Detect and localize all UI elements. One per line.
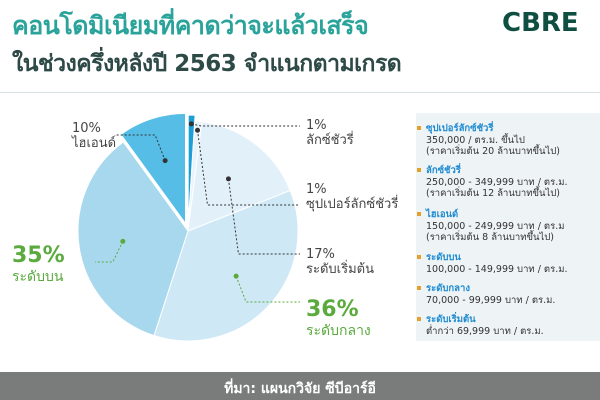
- grade-price: 100,000 - 149,999 บาท / ตร.ม.: [426, 263, 568, 275]
- name-upper: ระดับบน: [12, 269, 64, 285]
- source-text: ที่มา: แผนกวิจัย ซีบีอาร์อี: [224, 381, 376, 397]
- leader-dot-super-luxury: [195, 127, 201, 133]
- bullet-icon: [417, 212, 421, 216]
- name-super-luxury: ซุปเปอร์ลักซ์ชัวรี่: [306, 197, 399, 212]
- name-high-end: ไฮเอนด์: [72, 136, 117, 151]
- pct-high-end: 10%: [72, 121, 101, 136]
- grade-super-luxury: ซุปเปอร์ลักซ์ชัวรี่ 350,000 / ตร.ม. ขึ้น…: [417, 123, 561, 158]
- grade-luxury: ลักซ์ชัวรี่ 250,000 - 349,999 บาท / ตร.ม…: [417, 165, 568, 200]
- leader-lines: [95, 121, 300, 303]
- pct-mid: 36%: [306, 297, 359, 322]
- label-upper: 35% ระดับบน: [12, 244, 65, 286]
- source-footer: ที่มา: แผนกวิจัย ซีบีอาร์อี: [0, 372, 600, 400]
- label-entry: 17% ระดับเริ่มต้น: [306, 247, 374, 278]
- grade-definitions-box: ซุปเปอร์ลักซ์ชัวรี่ 350,000 / ตร.ม. ขึ้น…: [416, 113, 600, 341]
- leader-line-entry: [227, 178, 300, 255]
- pct-entry: 17%: [306, 247, 335, 262]
- grade-price: 350,000 / ตร.ม. ขึ้นไป: [426, 134, 525, 146]
- grade-entry: ระดับเริ่มต้น ต่ำกว่า 69,999 บาท / ตร.ม.: [417, 314, 544, 337]
- pie-slice-high-end: [120, 112, 187, 225]
- pct-super-luxury: 1%: [306, 182, 327, 197]
- grade-title: ไฮเอนด์: [426, 209, 459, 220]
- grade-high-end: ไฮเอนด์ 150,000 - 249,999 บาท / ตร.ม (รา…: [417, 209, 565, 244]
- grade-start-price: (ราคาเริ่มต้น 8 ล้านบาทขึ้นไป): [426, 232, 554, 243]
- grade-title: ลักซ์ชัวรี่: [426, 165, 461, 176]
- bullet-icon: [417, 286, 421, 290]
- leader-dot-entry: [225, 176, 231, 182]
- leader-dot-luxury: [188, 121, 194, 127]
- pie-slice-entry: [187, 121, 291, 232]
- cbre-logo: CBRE: [502, 8, 579, 38]
- grade-title: ระดับบน: [426, 252, 461, 263]
- name-mid: ระดับกลาง: [306, 323, 371, 339]
- pie-slice-upper: [77, 141, 189, 337]
- leader-dot-upper: [120, 238, 126, 244]
- grade-price: 250,000 - 349,999 บาท / ตร.ม.: [426, 176, 568, 188]
- title-line-2: ในช่วงครึ่งหลังปี 2563 จำแนกตามเกรด: [12, 51, 402, 77]
- label-luxury: 1% ลักซ์ชัวรี่: [306, 118, 354, 149]
- grade-title: ระดับกลาง: [426, 283, 470, 294]
- label-super-luxury: 1% ซุปเปอร์ลักซ์ชัวรี่: [306, 182, 398, 213]
- grade-start-price: (ราคาเริ่มต้น 20 ล้านบาทขึ้นไป): [426, 146, 561, 157]
- leader-line-high-end: [115, 134, 166, 161]
- name-entry: ระดับเริ่มต้น: [306, 262, 374, 277]
- bullet-icon: [417, 317, 421, 321]
- title-divider: [0, 92, 600, 93]
- pie-slice-mid: [153, 189, 299, 342]
- grade-price: ต่ำกว่า 69,999 บาท / ตร.ม.: [426, 325, 544, 337]
- bullet-icon: [417, 255, 421, 259]
- label-high-end: 10% ไฮเอนด์: [72, 121, 116, 152]
- pct-luxury: 1%: [306, 118, 327, 133]
- leader-dot-mid: [233, 273, 239, 279]
- label-mid: 36% ระดับกลาง: [306, 298, 371, 340]
- bullet-icon: [417, 126, 421, 130]
- leader-line-super-luxury: [197, 130, 300, 206]
- pie-slices: [77, 112, 299, 342]
- grade-upper: ระดับบน 100,000 - 149,999 บาท / ตร.ม.: [417, 252, 568, 275]
- title-line-1: คอนโดมิเนียมที่คาดว่าจะแล้วเสร็จ: [12, 11, 369, 40]
- grade-price: 70,000 - 99,999 บาท / ตร.ม.: [426, 294, 556, 306]
- bullet-icon: [417, 168, 421, 172]
- leader-line-mid: [235, 275, 300, 303]
- grade-title: ระดับเริ่มต้น: [426, 314, 476, 325]
- name-luxury: ลักซ์ชัวรี่: [306, 133, 354, 148]
- pie-chart: [77, 112, 300, 342]
- grade-price: 150,000 - 249,999 บาท / ตร.ม: [426, 220, 565, 232]
- grade-title: ซุปเปอร์ลักซ์ชัวรี่: [426, 123, 494, 134]
- leader-dot-high-end: [162, 158, 168, 164]
- pct-upper: 35%: [12, 243, 65, 268]
- grade-start-price: (ราคาเริ่มต้น 12 ล้านบาทขึ้นไป): [426, 188, 561, 199]
- grade-mid: ระดับกลาง 70,000 - 99,999 บาท / ตร.ม.: [417, 283, 556, 306]
